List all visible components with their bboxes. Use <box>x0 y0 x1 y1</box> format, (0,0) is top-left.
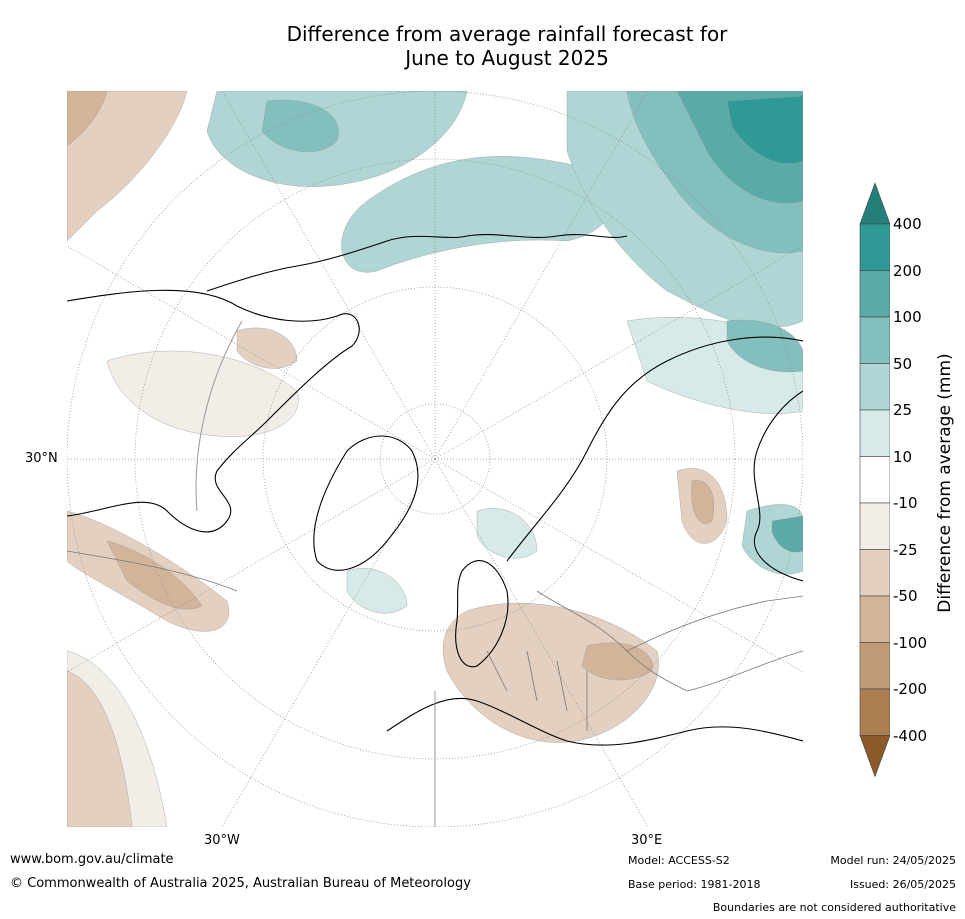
colorbar-segment <box>859 409 891 457</box>
colorbar-segment <box>859 595 891 643</box>
meridian-4 <box>221 91 436 460</box>
colorbar-tick-label: -100 <box>893 633 928 652</box>
dry-region-west-na-core <box>106 540 203 610</box>
colorbar-tick-label: 50 <box>893 354 913 373</box>
boundary-canada-us <box>67 550 238 592</box>
title-line-1: Difference from average rainfall forecas… <box>286 22 728 46</box>
rainfall-shading <box>67 91 803 827</box>
colorbar-tick-label: 100 <box>893 308 922 326</box>
colorbar-segment <box>859 363 891 411</box>
coastline-europe-south <box>386 697 803 746</box>
wet-region-north-pacific-core <box>261 99 339 153</box>
map-edge-lines <box>195 320 436 827</box>
meridian-11 <box>434 458 649 827</box>
footer-model-run: Model run: 24/05/2025 <box>830 854 956 867</box>
colorbar-segment <box>859 688 891 736</box>
forecast-map <box>67 91 803 827</box>
wet-region-se-core <box>771 515 803 553</box>
colorbar-tick-label: -10 <box>893 494 918 512</box>
colorbar-segment <box>859 502 891 550</box>
colorbar-segment <box>859 549 891 597</box>
coastline-scandinavia <box>455 560 509 668</box>
dry-region-europe-east <box>581 642 653 681</box>
colorbar-top-arrow <box>859 182 891 225</box>
dry-region-europe <box>442 602 659 743</box>
coastline-north-america <box>67 289 360 533</box>
footer-disclaimer: Boundaries are not considered authoritat… <box>712 901 956 914</box>
meridian-5 <box>434 91 649 460</box>
lon-label-30e: 30°E <box>631 833 663 848</box>
dry-region-siberia-core <box>691 480 714 524</box>
meridian-6 <box>67 245 436 460</box>
colorbar-segment <box>859 456 891 504</box>
coastline-eurasia <box>506 336 803 562</box>
boundaries <box>67 550 803 731</box>
colorbar-segment <box>859 642 891 690</box>
dry-region-canada-2 <box>236 327 298 369</box>
dry-region-nw-inner <box>67 91 108 147</box>
coastline-alaska-chukotka <box>206 234 628 292</box>
colorbar-tick-label: 10 <box>893 447 913 466</box>
lat-label-30n: 30°N <box>25 451 58 466</box>
colorbar-bottom-arrow <box>859 735 891 778</box>
map-svg <box>67 91 803 827</box>
coastline-greenland <box>313 435 419 571</box>
colorbar-tick-label: -400 <box>893 726 928 745</box>
colorbar-svg <box>859 182 891 778</box>
footer-copyright: © Commonwealth of Australia 2025, Austra… <box>10 876 471 891</box>
colorbar-segment <box>859 316 891 364</box>
dry-region-nw-corner <box>67 91 188 242</box>
footer-url[interactable]: www.bom.gov.au/climate <box>10 852 174 867</box>
wet-region-atlantic <box>346 568 408 614</box>
meridian-9 <box>434 458 803 673</box>
lon-label-30w: 30°W <box>204 833 240 848</box>
boundary-russia-kazakhstan <box>626 595 803 652</box>
coastline-east-asia <box>753 390 803 582</box>
wet-region-ne-core <box>726 95 803 164</box>
boundary-europe-internal <box>486 650 588 731</box>
colorbar-label: Difference from average (mm) <box>935 353 955 613</box>
colorbar-tick-label: -200 <box>893 680 928 698</box>
colorbar-segment <box>859 223 891 271</box>
coastlines <box>67 234 803 746</box>
edge-arc-west <box>195 320 243 512</box>
colorbar-segment <box>859 270 891 318</box>
wet-region-scandinavia <box>476 508 538 559</box>
dry-region-canada <box>106 350 299 437</box>
colorbar <box>850 180 891 790</box>
footer-base-period: Base period: 1981-2018 <box>628 878 761 891</box>
dry-region-sw-core <box>67 670 133 827</box>
map-title: Difference from average rainfall forecas… <box>67 22 947 70</box>
footer-model: Model: ACCESS-S2 <box>628 854 730 867</box>
title-line-2: June to August 2025 <box>405 46 609 70</box>
graticule <box>67 91 803 827</box>
colorbar-tick-label: 400 <box>893 215 922 233</box>
meridian-8 <box>67 458 436 673</box>
footer-issued: Issued: 26/05/2025 <box>849 878 956 891</box>
colorbar-tick-label: 200 <box>893 261 922 280</box>
meridian-7 <box>434 245 803 460</box>
boundary-russia-west <box>536 590 688 692</box>
colorbar-tick-label: -25 <box>893 540 918 559</box>
wet-region-asia-inner <box>726 319 803 373</box>
colorbar-tick-label: -50 <box>893 587 918 605</box>
wet-region-pacific-arc <box>341 156 614 273</box>
meridian-10 <box>221 458 436 827</box>
colorbar-tick-label: 25 <box>893 401 913 419</box>
boundary-china-mongolia <box>686 650 803 692</box>
